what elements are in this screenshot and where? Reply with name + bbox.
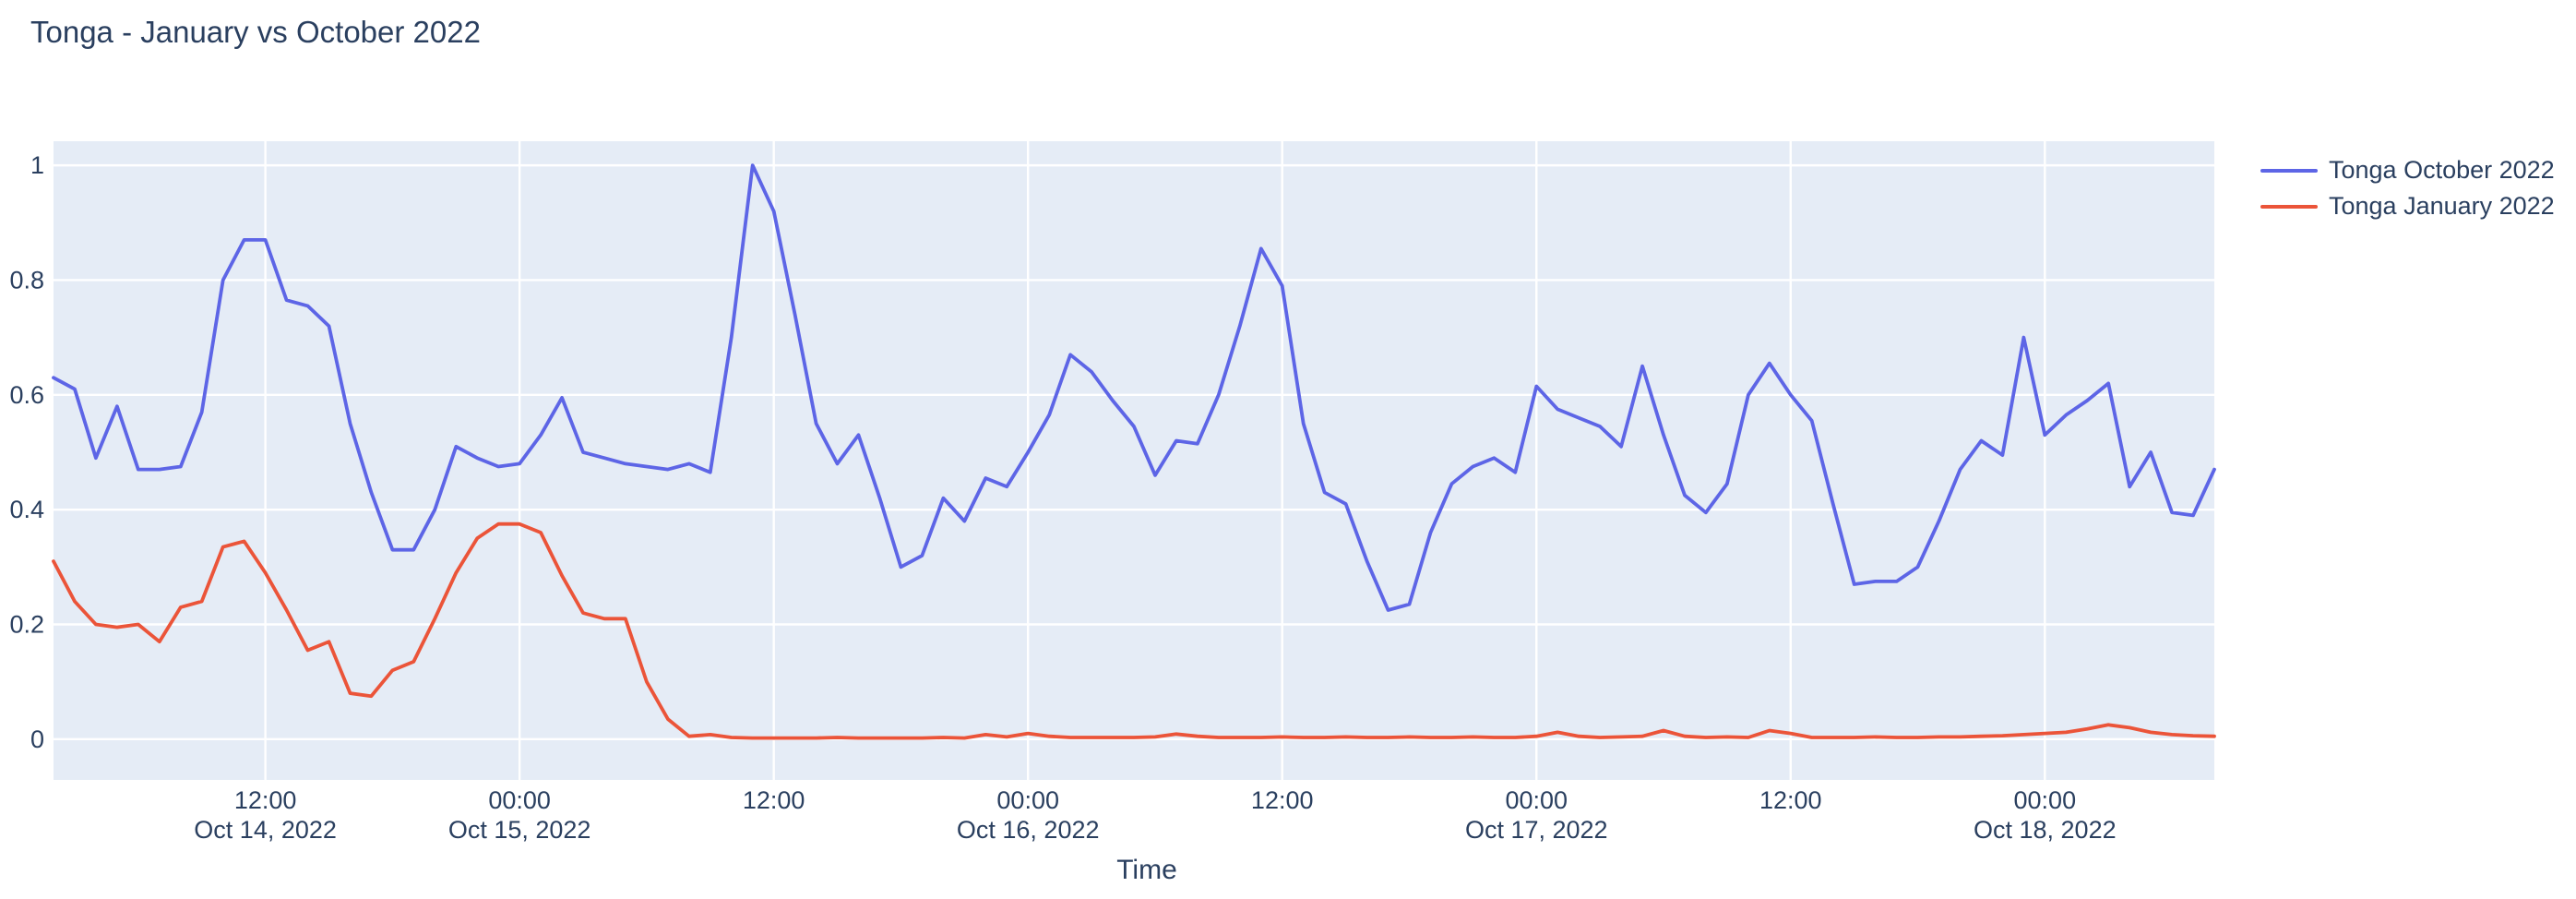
series-line-tonga-january-2022[interactable]	[52, 521, 2216, 740]
y-tick-label: 0	[30, 725, 44, 753]
y-tick-label: 0.6	[9, 381, 44, 409]
legend-label: Tonga October 2022	[2329, 156, 2555, 184]
x-tick-time-label: 12:00	[1759, 786, 1822, 814]
x-axis-title: Time	[1116, 855, 1177, 885]
chart-title: Tonga - January vs October 2022	[30, 15, 481, 49]
plot-area[interactable]	[54, 141, 2214, 780]
legend-line-swatch	[2260, 168, 2318, 173]
x-tick-time-label: 12:00	[234, 786, 297, 814]
y-tick-label: 1	[30, 151, 44, 179]
x-tick-date-label: Oct 15, 2022	[448, 816, 591, 844]
x-tick-time-label: 00:00	[2014, 786, 2077, 814]
legend-line-swatch	[2260, 204, 2318, 209]
legend-label: Tonga January 2022	[2329, 192, 2555, 220]
legend-item-tonga-october-2022[interactable]: Tonga October 2022	[2260, 152, 2555, 188]
x-tick-time-label: 00:00	[488, 786, 551, 814]
y-tick-label: 0.4	[9, 496, 44, 523]
x-tick-date-label: Oct 16, 2022	[957, 816, 1100, 844]
series-line-tonga-october-2022[interactable]	[52, 163, 2216, 612]
legend-item-tonga-january-2022[interactable]: Tonga January 2022	[2260, 188, 2555, 224]
x-tick-time-label: 12:00	[1251, 786, 1314, 814]
x-tick-time-label: 00:00	[996, 786, 1059, 814]
x-tick-date-label: Oct 18, 2022	[1974, 816, 2117, 844]
legend: Tonga October 2022 Tonga January 2022	[2260, 152, 2555, 224]
y-tick-label: 0.2	[9, 611, 44, 639]
x-tick-date-label: Oct 14, 2022	[194, 816, 337, 844]
x-tick-time-label: 12:00	[743, 786, 805, 814]
y-tick-label: 0.8	[9, 266, 44, 294]
x-tick-time-label: 00:00	[1505, 786, 1568, 814]
x-tick-date-label: Oct 17, 2022	[1465, 816, 1608, 844]
